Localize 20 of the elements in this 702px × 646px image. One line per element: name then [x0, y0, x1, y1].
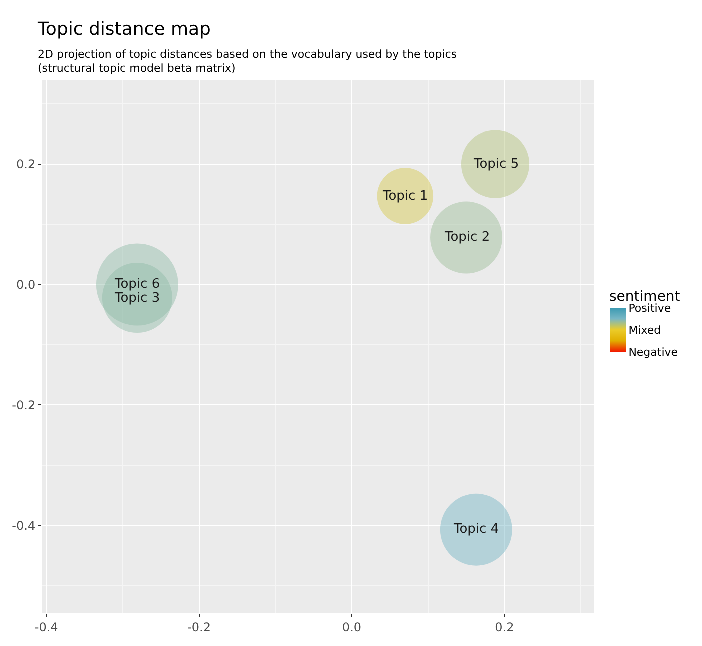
y-tick-label: 0.2 — [16, 158, 36, 172]
annotation: Topic 4 — [453, 522, 500, 537]
annotation: Topic 3 — [114, 291, 160, 306]
x-tick-label: -0.4 — [34, 620, 58, 634]
color-bar-label: Negative — [628, 346, 678, 360]
chart-title: Topic distance map — [37, 19, 211, 40]
annotation: Topic 5 — [473, 157, 520, 172]
annotation: Topic 6 — [114, 277, 160, 292]
y-tick-label: 0.0 — [16, 278, 36, 292]
color-bar-label: Positive — [628, 302, 672, 316]
annotation: Topic 1 — [382, 189, 428, 204]
color-bar-title: sentiment — [610, 288, 681, 305]
chart-subtitle: 2D projection of topic distances based on the vocabulary used by the topics (structural topic model beta matrix) — [38, 48, 458, 76]
color-bar-label: Mixed — [628, 324, 662, 338]
x-tick-label: 0.2 — [495, 620, 514, 634]
x-tick-label: 0.0 — [342, 620, 362, 634]
y-tick-label: -0.4 — [12, 518, 36, 533]
y-tick-label: -0.2 — [12, 398, 36, 412]
annotation: Topic 2 — [444, 230, 490, 245]
x-tick-label: -0.2 — [188, 620, 211, 634]
